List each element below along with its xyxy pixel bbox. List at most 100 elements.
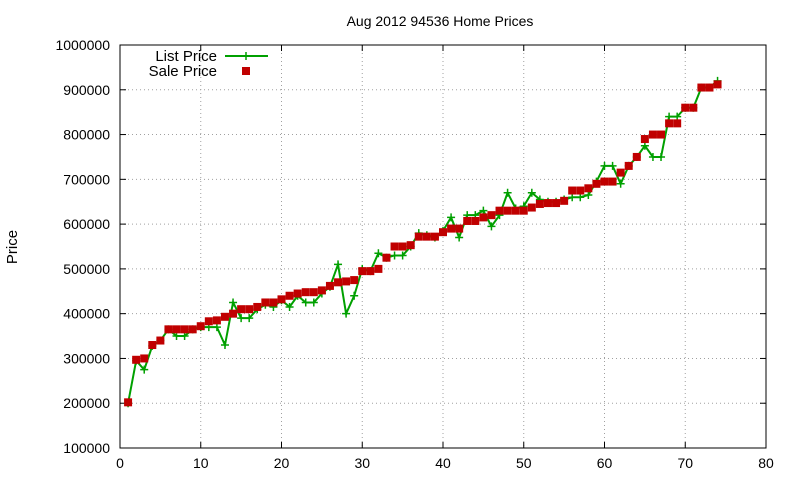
x-tick-label: 60 [597, 455, 613, 471]
sale-price-point [600, 177, 609, 186]
sale-price-point [568, 186, 577, 195]
sale-price-point [616, 168, 625, 177]
list-price-point [503, 188, 512, 197]
sale-price-point [447, 224, 456, 233]
x-tick-label: 20 [274, 455, 290, 471]
sale-price-point [560, 196, 569, 205]
sale-price-point [253, 302, 262, 311]
x-tick-label: 10 [193, 455, 209, 471]
sale-price-point [414, 232, 423, 241]
list-price-point [342, 309, 351, 318]
sale-price-point [657, 130, 666, 139]
list-price-point [390, 251, 399, 260]
sale-price-point [624, 161, 633, 170]
list-price-point [648, 152, 657, 161]
sale-price-point [673, 119, 682, 128]
list-price-point [673, 112, 682, 121]
legend-label-list-price: List Price [155, 48, 217, 65]
sale-price-point [406, 241, 415, 250]
y-tick-label: 900000 [63, 82, 110, 98]
list-price-point [398, 251, 407, 260]
x-tick-label: 30 [354, 455, 370, 471]
sale-price-point [705, 83, 714, 92]
list-price-point [350, 291, 359, 300]
sale-price-point [317, 286, 326, 295]
y-tick-label: 300000 [63, 350, 110, 366]
y-tick-label: 200000 [63, 395, 110, 411]
sale-price-point [204, 317, 213, 326]
sale-price-point [608, 177, 617, 186]
list-price-point [600, 161, 609, 170]
x-tick-label: 50 [516, 455, 532, 471]
data-series [124, 76, 722, 408]
sale-price-point [511, 206, 520, 215]
sale-price-point [584, 184, 593, 193]
list-price-point [140, 365, 149, 374]
x-tick-label: 40 [435, 455, 451, 471]
list-price-point [447, 213, 456, 222]
sale-price-point [632, 152, 641, 161]
list-price-point [616, 179, 625, 188]
sale-price-point [374, 264, 383, 273]
legend-marker-list-price [242, 52, 250, 60]
sale-price-point [552, 199, 561, 208]
chart-title: Aug 2012 94536 Home Prices [347, 13, 534, 29]
sale-price-point [430, 232, 439, 241]
list-price-point [245, 314, 254, 323]
sale-price-point [325, 281, 334, 290]
sale-price-point [172, 325, 181, 334]
list-price-point [455, 233, 464, 242]
list-price-point [479, 206, 488, 215]
sale-price-point [471, 216, 480, 225]
y-tick-label: 800000 [63, 127, 110, 143]
x-tick-label: 0 [116, 455, 124, 471]
sale-price-point [229, 309, 238, 318]
sale-price-point [648, 130, 657, 139]
sale-price-point [309, 288, 318, 297]
sale-price-point [697, 83, 706, 92]
x-tick-label: 80 [758, 455, 774, 471]
plot-frame [119, 44, 767, 449]
y-tick-label: 100000 [63, 440, 110, 456]
sale-price-point [220, 312, 229, 321]
sale-price-point [148, 341, 157, 350]
sale-price-point [277, 295, 286, 304]
list-price-point [665, 112, 674, 121]
sale-price-point [196, 322, 205, 331]
sale-price-point [285, 291, 294, 300]
list-price-point [576, 193, 585, 202]
sale-price-point [665, 119, 674, 128]
list-price-point [309, 298, 318, 307]
sale-price-point [455, 224, 464, 233]
sale-price-point [681, 103, 690, 112]
sale-price-point [140, 354, 149, 363]
list-price-point [237, 314, 246, 323]
x-tick-label: 70 [677, 455, 693, 471]
sale-price-point [301, 288, 310, 297]
y-tick-label: 400000 [63, 306, 110, 322]
sale-price-point [156, 336, 165, 345]
list-price-point [487, 222, 496, 231]
sale-price-point [640, 135, 649, 144]
sale-price-point [439, 228, 447, 237]
sale-price-point [124, 398, 133, 407]
list-price-point [229, 298, 238, 307]
sale-price-point [503, 206, 512, 215]
sale-price-point [180, 325, 189, 334]
sale-price-point [487, 211, 496, 220]
sale-price-point [592, 179, 601, 188]
sale-price-point [245, 305, 254, 314]
y-axis-label: Price [4, 230, 21, 264]
sale-price-point [689, 103, 698, 112]
sale-price-point [527, 203, 536, 212]
grid-lines [120, 45, 766, 448]
sale-price-point [188, 325, 197, 334]
sale-price-point [350, 276, 359, 285]
list-price-point [640, 141, 649, 150]
list-price-point [374, 249, 383, 258]
sale-price-point [164, 325, 173, 334]
sale-price-point [212, 316, 221, 325]
list-price-point [568, 193, 577, 202]
sale-price-point [422, 232, 431, 241]
